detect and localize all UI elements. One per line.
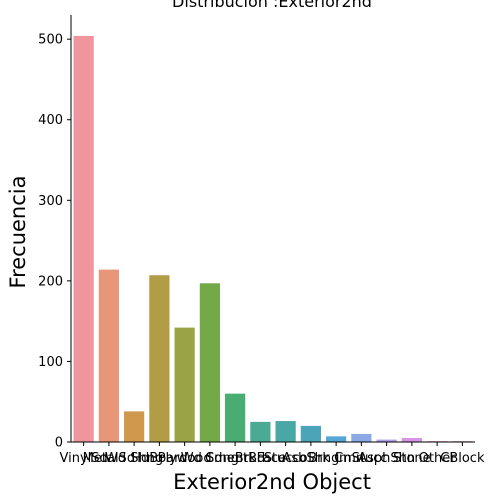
bar-asphshn: [376, 439, 397, 442]
y-axis-ticks: 0 100 200 300 400 500: [38, 33, 71, 451]
y-tick-label: 300: [38, 194, 63, 209]
x-tick-label: Stucco: [264, 451, 308, 466]
x-tick-label: CmentBd: [205, 451, 265, 466]
y-axis-label: Frecuencia: [6, 176, 30, 289]
bar-wd-sdng: [199, 283, 220, 442]
x-tick-label: AsbShng: [282, 451, 339, 466]
bar-wd-shng: [124, 411, 145, 442]
y-tick-label: 400: [38, 113, 63, 128]
y-tick-label: 0: [55, 436, 63, 451]
x-tick-label: VinylSd: [59, 451, 107, 466]
x-tick-label: BrkFace: [235, 451, 286, 466]
bar-brkface: [250, 421, 271, 442]
bar-hdboard: [149, 275, 170, 442]
y-tick-label: 500: [38, 33, 63, 48]
x-tick-label: Wd Sdng: [181, 451, 239, 466]
y-tick-label: 200: [38, 274, 63, 289]
y-tick-label: 100: [38, 355, 63, 370]
x-axis-label: Exterior2nd Object: [173, 470, 371, 494]
bar-cmentbd: [225, 393, 246, 442]
chart-title: Distribución :Exterior2nd: [172, 0, 372, 11]
bar-metalsd: [98, 269, 119, 442]
bar-stone: [401, 437, 422, 442]
bar-asbshng: [300, 425, 321, 442]
bar-stucco: [275, 421, 296, 442]
bar-imstucc: [351, 433, 372, 442]
x-tick-label: MetalSd: [83, 451, 135, 466]
bar-plywood: [174, 327, 195, 442]
bar-brk-cmn: [326, 436, 347, 442]
x-tick-label: Stone: [393, 451, 431, 466]
x-tick-label: ImStucc: [335, 451, 387, 466]
x-tick-label: CBlock: [440, 451, 485, 466]
bar-vinylsd: [73, 35, 94, 442]
bars-group: [73, 35, 473, 442]
x-tick-label: Other: [419, 451, 457, 466]
x-tick-label: Wd Shng: [105, 451, 163, 466]
x-tick-label: HdBoard: [131, 451, 187, 466]
x-tick-label: Brk Cmn: [308, 451, 364, 466]
x-tick-label: AsphShn: [358, 451, 415, 466]
x-tick-label: Plywood: [158, 451, 212, 466]
